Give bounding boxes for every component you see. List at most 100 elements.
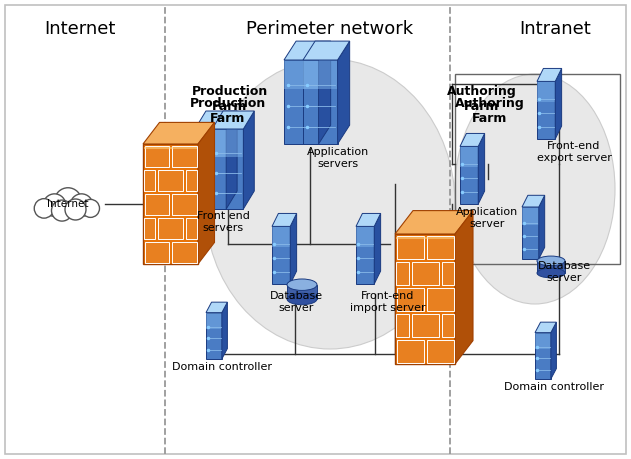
Polygon shape [284, 60, 319, 144]
Polygon shape [158, 169, 183, 190]
Polygon shape [226, 111, 237, 209]
Polygon shape [303, 60, 338, 144]
Polygon shape [222, 302, 227, 359]
Polygon shape [290, 213, 297, 284]
Polygon shape [537, 81, 555, 101]
Text: Domain controller: Domain controller [172, 362, 272, 372]
Polygon shape [284, 41, 331, 60]
Polygon shape [460, 146, 478, 167]
Text: Authoring
Farm: Authoring Farm [447, 85, 517, 113]
Polygon shape [356, 226, 374, 246]
Polygon shape [143, 123, 215, 144]
Polygon shape [356, 226, 374, 284]
Text: Intranet: Intranet [519, 20, 591, 38]
Polygon shape [460, 146, 478, 204]
Text: Internet: Internet [47, 199, 89, 209]
Polygon shape [272, 213, 297, 226]
Polygon shape [537, 68, 562, 81]
Polygon shape [396, 235, 423, 258]
Polygon shape [144, 169, 155, 190]
Polygon shape [535, 333, 551, 379]
Polygon shape [212, 111, 254, 129]
Ellipse shape [455, 74, 615, 304]
Polygon shape [195, 129, 226, 157]
Polygon shape [195, 129, 226, 209]
Polygon shape [396, 340, 423, 363]
Polygon shape [478, 134, 485, 204]
Circle shape [81, 199, 100, 218]
Polygon shape [186, 169, 197, 190]
Circle shape [44, 194, 66, 216]
Polygon shape [537, 261, 565, 273]
Polygon shape [303, 60, 338, 90]
Polygon shape [539, 195, 545, 259]
Text: Front end
servers: Front end servers [197, 211, 249, 233]
Polygon shape [212, 129, 244, 209]
Polygon shape [374, 213, 380, 284]
Polygon shape [206, 313, 222, 329]
Ellipse shape [287, 293, 317, 305]
Ellipse shape [205, 59, 455, 349]
Polygon shape [287, 285, 317, 299]
Text: Domain controller: Domain controller [504, 382, 604, 392]
Ellipse shape [537, 268, 565, 278]
Polygon shape [537, 81, 555, 139]
Polygon shape [442, 313, 454, 336]
Circle shape [54, 188, 81, 215]
Polygon shape [144, 218, 155, 239]
Polygon shape [244, 111, 254, 209]
Polygon shape [427, 340, 454, 363]
Polygon shape [551, 322, 557, 379]
Polygon shape [198, 123, 215, 264]
Polygon shape [522, 207, 539, 259]
Circle shape [34, 199, 54, 218]
Polygon shape [338, 41, 350, 144]
Polygon shape [411, 262, 439, 285]
Polygon shape [395, 234, 455, 364]
Text: Production
Farm: Production Farm [190, 97, 266, 125]
Polygon shape [206, 302, 227, 313]
Ellipse shape [537, 256, 565, 266]
Polygon shape [522, 207, 539, 225]
Polygon shape [172, 241, 196, 263]
Polygon shape [396, 313, 408, 336]
Text: Internet: Internet [44, 20, 115, 38]
FancyBboxPatch shape [5, 5, 626, 454]
Polygon shape [411, 313, 439, 336]
Polygon shape [144, 194, 169, 214]
Polygon shape [460, 134, 485, 146]
Polygon shape [212, 129, 244, 157]
Polygon shape [535, 322, 557, 333]
Circle shape [70, 194, 93, 216]
Polygon shape [272, 226, 290, 246]
Polygon shape [303, 41, 350, 60]
Polygon shape [284, 60, 319, 90]
Polygon shape [144, 146, 169, 167]
Polygon shape [396, 262, 408, 285]
Polygon shape [455, 211, 473, 364]
Polygon shape [427, 287, 454, 310]
Polygon shape [522, 195, 545, 207]
Text: Application
server: Application server [456, 207, 518, 229]
Polygon shape [206, 313, 222, 359]
Text: Front-end
export server: Front-end export server [536, 141, 611, 162]
Circle shape [65, 199, 86, 220]
Polygon shape [172, 194, 196, 214]
Polygon shape [396, 287, 423, 310]
Polygon shape [143, 144, 198, 264]
Polygon shape [195, 111, 237, 129]
Polygon shape [442, 262, 454, 285]
Ellipse shape [287, 279, 317, 291]
Polygon shape [427, 235, 454, 258]
Text: Perimeter network: Perimeter network [247, 20, 413, 38]
Text: Application
servers: Application servers [307, 147, 369, 168]
Text: Authoring
Farm: Authoring Farm [455, 97, 525, 125]
Polygon shape [172, 146, 196, 167]
Polygon shape [555, 68, 562, 139]
Text: Production
Farm: Production Farm [192, 85, 268, 113]
Polygon shape [535, 333, 551, 349]
Circle shape [52, 200, 73, 221]
Polygon shape [356, 213, 380, 226]
Polygon shape [158, 218, 183, 239]
Text: Database
server: Database server [269, 291, 322, 313]
